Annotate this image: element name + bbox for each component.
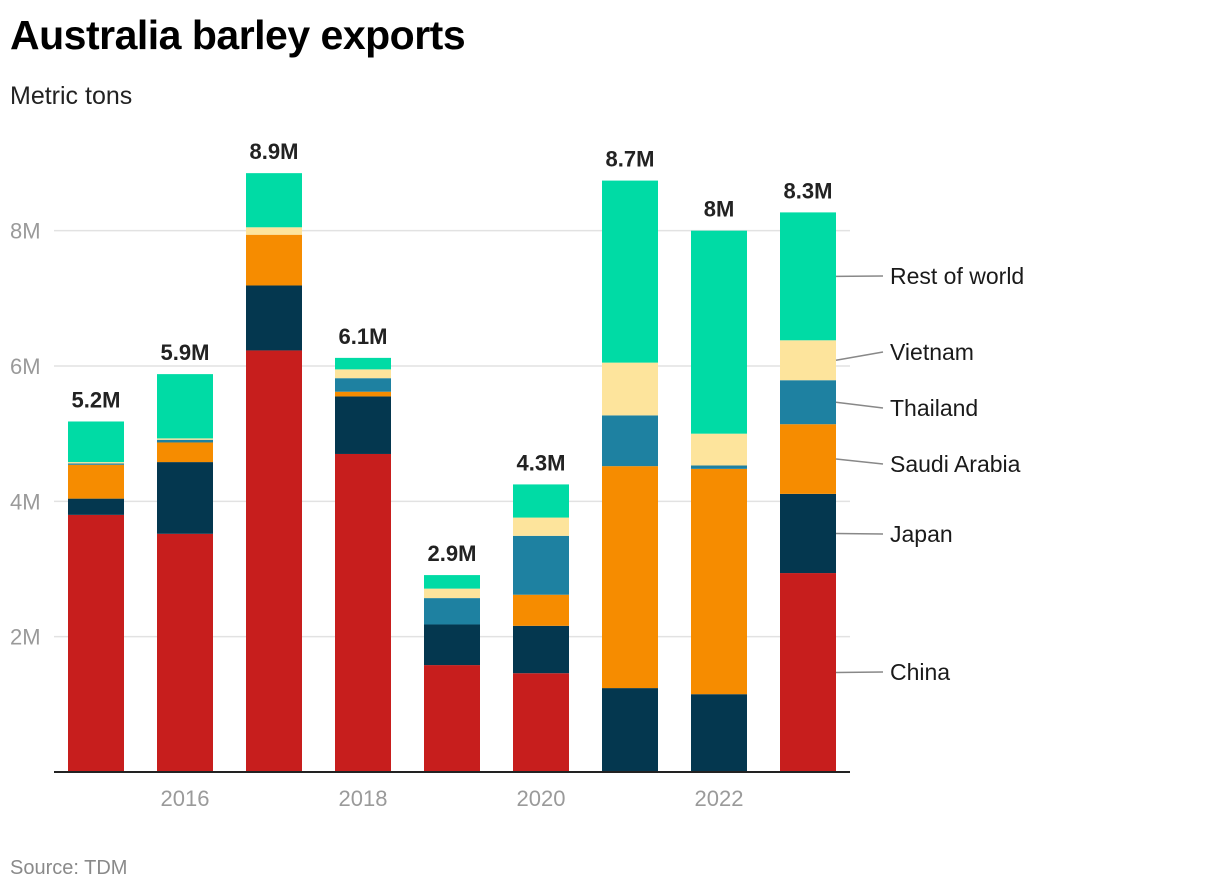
bar-thailand-2021 [602,415,658,467]
bar-saudi-arabia-2017 [246,234,302,286]
x-tick-label: 2020 [517,786,566,811]
bar-stack-2015: 5.2M [68,387,124,772]
bar-japan-2023 [780,493,836,574]
total-label-2021: 8.7M [606,147,655,172]
bar-japan-2017 [246,285,302,351]
bar-stack-2020: 4.3M [513,450,569,772]
bar-vietnam-2022 [691,433,747,466]
bar-vietnam-2020 [513,517,569,536]
bar-thailand-2016 [157,439,213,443]
bar-rest-of-world-2022 [691,230,747,434]
x-tick-label: 2016 [161,786,210,811]
bar-japan-2018 [335,396,391,454]
legend-label-rest-of-world: Rest of world [890,263,1024,289]
legend-label-vietnam: Vietnam [890,339,974,365]
bar-japan-2016 [157,462,213,534]
chart-subtitle: Metric tons [10,82,133,110]
chart-title: Australia barley exports [10,12,466,58]
bar-saudi-arabia-2016 [157,442,213,463]
bar-china-2016 [157,533,213,772]
bar-japan-2021 [602,688,658,772]
bar-stack-2023: 8.3M [780,178,836,772]
bar-vietnam-2019 [424,588,480,599]
total-label-2020: 4.3M [517,450,566,475]
bar-saudi-arabia-2023 [780,424,836,494]
y-tick-label: 6M [10,354,41,379]
bar-vietnam-2018 [335,369,391,379]
bar-vietnam-2015 [68,462,124,464]
y-tick-label: 8M [10,219,41,244]
total-label-2023: 8.3M [784,178,833,203]
legend-label-thailand: Thailand [890,395,978,421]
bar-stack-2017: 8.9M [246,139,302,772]
leader-line-japan [835,532,884,535]
bar-japan-2019 [424,624,480,666]
bar-saudi-arabia-2018 [335,391,391,397]
y-tick-label: 2M [10,625,41,650]
bar-rest-of-world-2019 [424,575,480,589]
total-label-2017: 8.9M [250,139,299,164]
bar-stack-2021: 8.7M [602,147,658,772]
bar-saudi-arabia-2021 [602,466,658,689]
bar-japan-2020 [513,625,569,674]
bar-rest-of-world-2016 [157,374,213,439]
bar-stack-2019: 2.9M [424,541,480,772]
bar-thailand-2019 [424,598,480,625]
bar-china-2023 [780,573,836,772]
bar-thailand-2023 [780,380,836,425]
total-label-2015: 5.2M [72,387,121,412]
y-tick-label: 4M [10,489,41,514]
legend-label-japan: Japan [890,521,953,547]
total-label-2018: 6.1M [339,324,388,349]
bar-rest-of-world-2017 [246,173,302,228]
bar-china-2020 [513,673,569,772]
leader-line-vietnam [835,351,884,361]
bar-thailand-2018 [335,378,391,392]
bar-thailand-2015 [68,463,124,465]
bar-thailand-2022 [691,465,747,469]
source-note: Source: TDM [10,857,128,879]
bar-china-2019 [424,665,480,772]
bar-stack-2022: 8M [691,197,747,772]
bar-rest-of-world-2023 [780,212,836,341]
legend-label-saudi-arabia: Saudi Arabia [890,451,1021,477]
leader-line-saudi-arabia [835,458,884,465]
legend-label-china: China [890,659,950,685]
bar-china-2015 [68,514,124,772]
bar-rest-of-world-2015 [68,421,124,463]
leader-line-china [835,671,884,674]
bar-vietnam-2021 [602,362,658,416]
bar-china-2018 [335,453,391,772]
bars: 5.2M 5.9M 8.9M 6.1M 2.9M 4.3M 8.7M 8M 8.3M [68,139,836,772]
bar-thailand-2020 [513,535,569,595]
bar-vietnam-2017 [246,227,302,235]
bar-japan-2022 [691,694,747,772]
bar-stack-2018: 6.1M [335,324,391,772]
bar-rest-of-world-2018 [335,357,391,370]
bar-vietnam-2023 [780,340,836,381]
bar-stack-2016: 5.9M [157,340,213,772]
total-label-2022: 8M [704,197,735,222]
x-tick-label: 2018 [339,786,388,811]
bar-rest-of-world-2021 [602,180,658,363]
bar-saudi-arabia-2020 [513,594,569,626]
total-label-2019: 2.9M [428,541,477,566]
total-label-2016: 5.9M [161,340,210,365]
bar-china-2017 [246,350,302,772]
x-tick-label: 2022 [695,786,744,811]
legend: China Japan Saudi Arabia Thailand Vietnam Res… [835,263,1024,685]
axis: 2016 2018 2020 2022 [54,771,850,811]
leader-line-thailand [835,401,884,409]
bar-vietnam-2016 [157,438,213,440]
bar-saudi-arabia-2015 [68,464,124,499]
bar-saudi-arabia-2022 [691,468,747,695]
bar-rest-of-world-2020 [513,484,569,518]
bar-japan-2015 [68,498,124,515]
